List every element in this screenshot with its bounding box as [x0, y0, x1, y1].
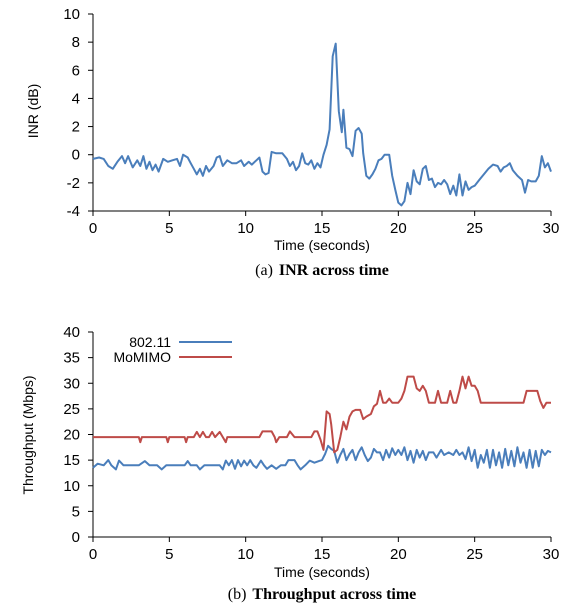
y-tick-label: 0 [72, 529, 80, 546]
y-tick-label: 10 [63, 6, 80, 23]
chart-a-ylabel: INR (dB) [25, 84, 41, 138]
x-tick-label: 25 [466, 220, 483, 237]
x-tick-label: 25 [466, 546, 483, 563]
y-tick-label: 30 [63, 375, 80, 392]
x-tick-label: 0 [89, 546, 97, 563]
y-tick-label: 0 [72, 147, 80, 164]
chart-a-caption-title: INR across time [279, 262, 389, 279]
y-tick-label: 5 [72, 503, 80, 520]
chart-a-caption: (a) INR across time [255, 262, 389, 279]
series-line-1 [92, 42, 552, 207]
x-tick-label: 20 [390, 546, 407, 563]
series-line-momimo [93, 375, 551, 454]
y-tick-label: 2 [72, 119, 80, 136]
chart-b-ylabel: Throughput (Mbps) [20, 375, 36, 494]
y-tick-label: 15 [63, 452, 80, 469]
x-tick-label: 10 [237, 220, 254, 237]
y-tick-label: 6 [72, 62, 80, 79]
y-tick-label: 10 [63, 478, 80, 495]
y-tick-label: 8 [72, 34, 80, 51]
y-tick-label: -4 [67, 203, 80, 220]
x-tick-label: 15 [314, 220, 331, 237]
chart-b-caption-prefix: (b) [228, 586, 247, 603]
x-tick-label: 0 [89, 220, 97, 237]
x-tick-label: 5 [165, 220, 173, 237]
chart-a-caption-prefix: (a) [255, 262, 273, 279]
x-tick-label: 10 [237, 546, 254, 563]
chart-b: Throughput (Mbps) 0 5 10 15 20 25 30 35 40 0 5 10 1… [20, 324, 559, 603]
legend-label-802-11: 802.11 [129, 334, 171, 350]
y-tick-label: -2 [67, 175, 80, 192]
x-tick-label: 5 [165, 546, 173, 563]
chart-a: INR (dB) -4 -2 0 2 4 6 8 10 0 5 10 15 20 25 30 Time (… [25, 6, 559, 279]
y-tick-label: 35 [63, 350, 80, 367]
chart-b-xlabel: Time (seconds) [274, 564, 370, 580]
chart-b-caption: (b) Throughput across time [228, 586, 417, 603]
y-tick-label: 40 [63, 324, 80, 341]
x-tick-label: 15 [314, 546, 331, 563]
y-tick-label: 20 [63, 427, 80, 444]
chart-b-legend: 802.11 MoMIMO [113, 334, 232, 365]
x-tick-label: 20 [390, 220, 407, 237]
legend-label-momimo: MoMIMO [113, 349, 171, 365]
y-tick-label: 4 [72, 90, 80, 107]
chart-b-caption-title: Throughput across time [252, 586, 416, 603]
series-line-802-11 [92, 444, 552, 471]
chart-a-xlabel: Time (seconds) [274, 237, 370, 253]
x-tick-label: 30 [543, 220, 560, 237]
x-tick-label: 30 [543, 546, 560, 563]
y-tick-label: 25 [63, 401, 80, 418]
